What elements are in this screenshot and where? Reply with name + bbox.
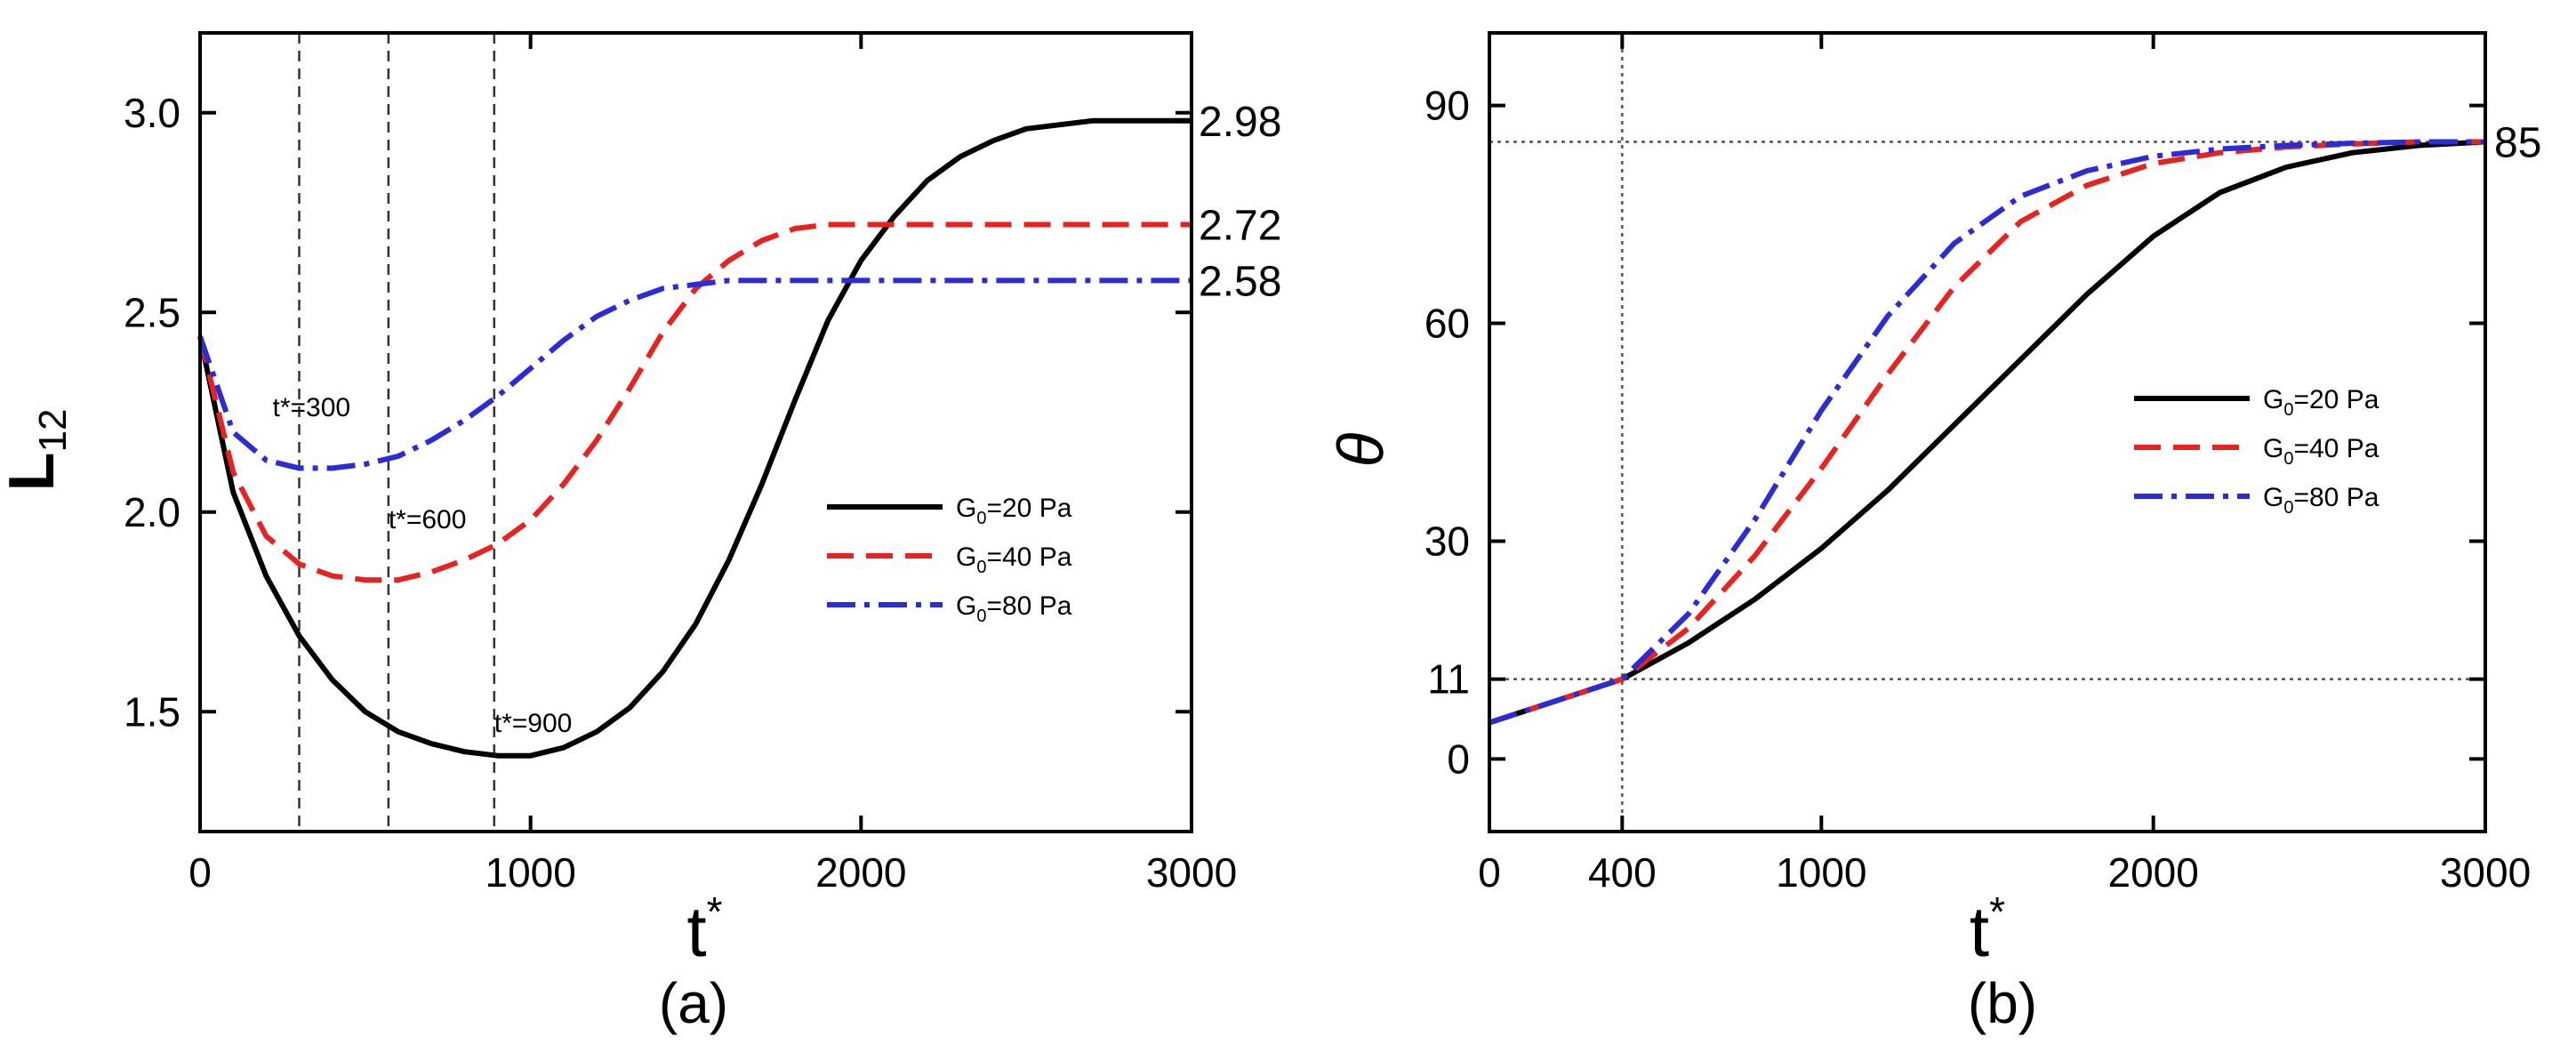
x-tick-label: 1000 [485,849,575,896]
x-axis-title-sup: * [707,888,723,935]
legend-label-sub: 0 [2283,449,2293,469]
series-line [197,277,1192,471]
x-tick-label: 3000 [1146,849,1237,896]
y-axis-title: L12 [0,409,75,492]
legend-label-sub: 0 [976,607,986,626]
x-tick-label: 2000 [815,849,906,896]
x-axis-title-sup: * [1989,888,2005,935]
legend-label-sub: 0 [2283,400,2293,420]
legend-label-sub: 0 [976,558,986,577]
legend-label: G0=20 Pa [956,494,1072,528]
y-axis-title-sub: 12 [31,409,75,453]
legend-label-rest: =40 Pa [986,543,1071,572]
x-tick-label: 3000 [2440,849,2531,896]
legend-label-main: G [2263,385,2283,414]
end-value-label: 2.98 [1199,99,1281,146]
annotation-label: t*=300 [273,393,351,422]
legend-label: G0=40 Pa [2263,434,2379,469]
legend-label-rest: =20 Pa [986,494,1071,523]
plot-frame [1488,31,2487,833]
series-line [1489,139,2485,726]
legend-label: G0=80 Pa [2263,483,2379,518]
legend-label-rest: =80 Pa [986,591,1071,621]
legend-label-main: G [956,494,976,523]
end-value-label: 2.72 [1199,203,1281,250]
panel-caption: (a) [659,971,728,1035]
legend-label-main: G [2263,483,2283,512]
series-line [1489,139,2486,726]
y-tick-label: 3.0 [124,90,181,136]
y-axis-title: θ [1326,432,1397,467]
x-tick-label: 1000 [1776,849,1866,896]
y-axis-title-main: L [0,452,68,491]
y-tick-label: 60 [1424,301,1470,347]
legend-label-main: G [956,543,976,572]
y-tick-label: 30 [1424,518,1470,564]
y-tick-label: 0 [1447,735,1470,782]
y-tick-label: 2.5 [124,289,181,335]
x-tick-label: 0 [189,849,212,896]
x-tick-label: 400 [1588,849,1657,896]
x-axis-title: t* [686,888,722,971]
x-axis-title-main: t [686,892,706,971]
x-axis-title-main: t [1970,892,1989,971]
panel-caption: (b) [1968,971,2037,1035]
legend-label-main: G [956,591,976,621]
y-tick-label: 1.5 [124,688,181,735]
y-tick-label: 11 [1427,656,1470,703]
x-tick-label: 2000 [2107,849,2198,896]
series-line [1489,139,2485,726]
legend-label-main: G [2263,434,2283,463]
series-line [197,117,1192,759]
y-tick-label: 2.0 [124,489,181,535]
end-value-label: 2.58 [1199,258,1281,305]
legend-label-sub: 0 [2283,498,2293,518]
series-line [197,221,1192,583]
legend-label-sub: 0 [976,509,986,528]
x-tick-label: 0 [1478,849,1501,896]
legend-label: G0=20 Pa [2263,385,2379,420]
legend-label-rest: =20 Pa [2293,385,2379,414]
annotation-label: t*=900 [494,709,573,738]
legend-label: G0=40 Pa [956,543,1072,577]
plot-frame [198,31,1193,833]
legend-label-rest: =40 Pa [2293,434,2379,463]
y-tick-label: 90 [1424,83,1470,129]
x-axis-title: t* [1970,888,2005,971]
legend-label: G0=80 Pa [956,591,1072,626]
end-value-label: 85 [2494,119,2541,166]
legend-label-rest: =80 Pa [2293,483,2379,512]
annotation-label: t*=600 [389,505,467,535]
